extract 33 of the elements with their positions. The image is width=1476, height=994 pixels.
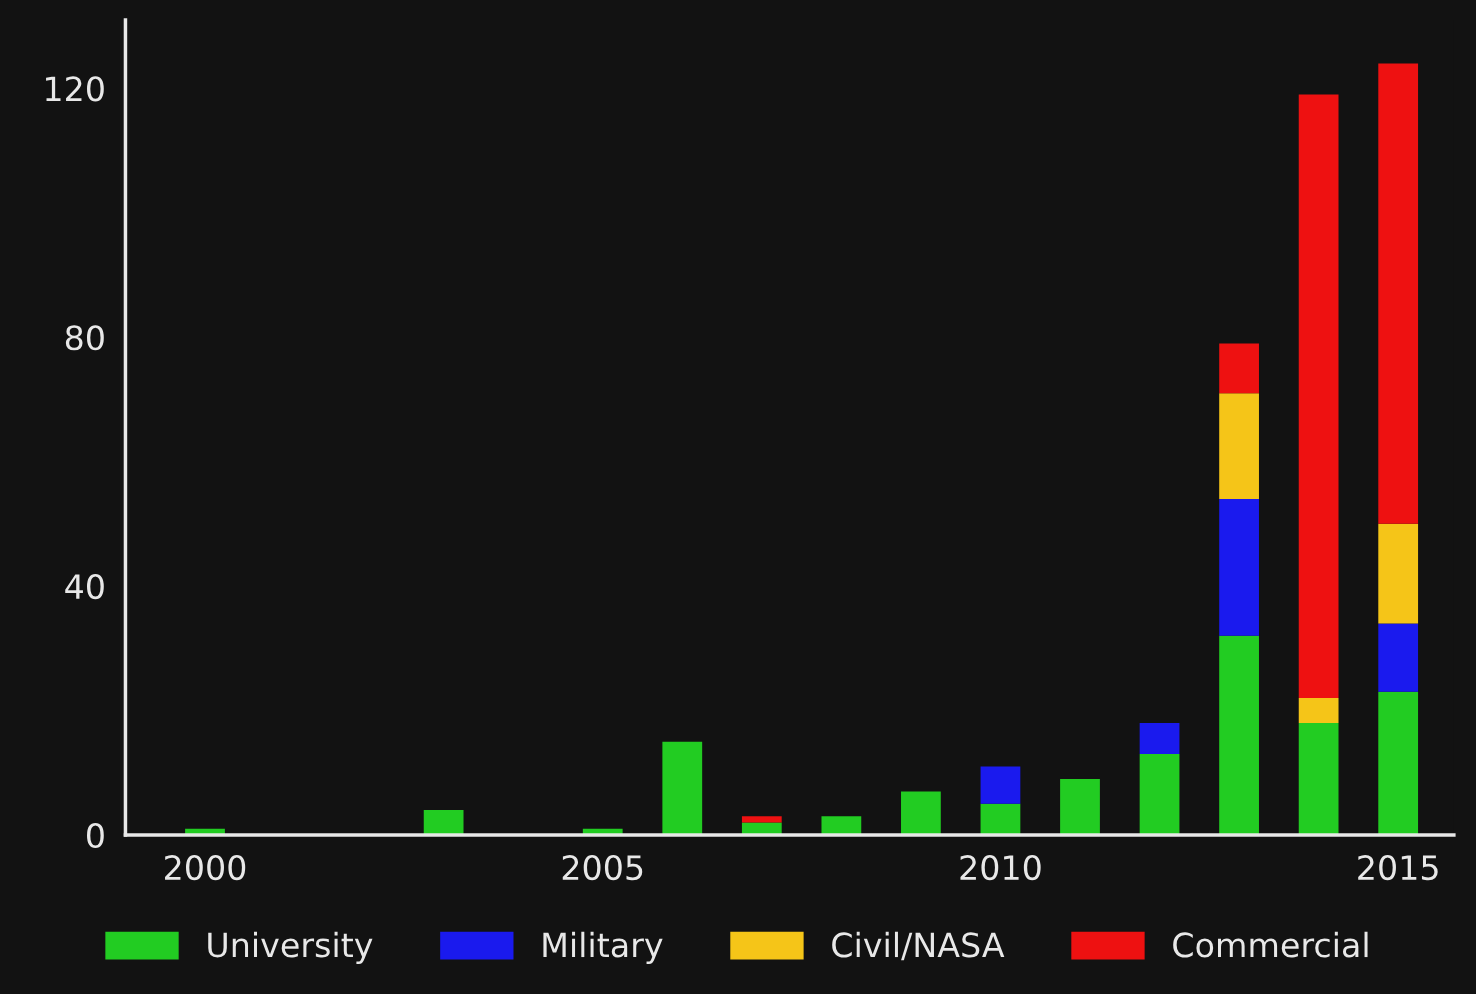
y-tick-label: 80 — [65, 325, 104, 351]
bar — [741, 816, 782, 823]
bar — [662, 741, 703, 835]
y-tick-label: 120 — [46, 76, 104, 102]
legend-label: University — [208, 931, 373, 964]
x-tick-label: 2010 — [960, 854, 1041, 881]
bar — [980, 803, 1021, 835]
bar — [1378, 63, 1419, 524]
x-tick-label: 2000 — [165, 854, 246, 881]
legend-label: Military — [543, 931, 663, 964]
bar — [901, 791, 941, 835]
bar — [1378, 691, 1419, 835]
bar — [1219, 498, 1259, 636]
bar — [423, 810, 464, 835]
bar — [1378, 623, 1419, 692]
bar — [1219, 393, 1259, 499]
bar — [821, 816, 862, 835]
x-tick-label: 2015 — [1358, 854, 1438, 881]
bar — [1219, 635, 1259, 835]
x-tick-label: 2005 — [562, 854, 643, 881]
bar — [1139, 722, 1180, 755]
legend-label: Civil/NASA — [832, 931, 1005, 961]
bar — [1378, 523, 1419, 624]
bar — [1298, 698, 1339, 723]
legend-label: Commercial — [1173, 931, 1368, 958]
y-tick-label: 0 — [87, 822, 104, 849]
y-tick-label: 40 — [65, 574, 104, 600]
bar — [1219, 343, 1259, 394]
bar — [1298, 722, 1339, 835]
bar — [980, 766, 1021, 804]
bar — [1298, 94, 1339, 699]
bar — [1139, 754, 1180, 835]
bar — [1060, 778, 1100, 835]
